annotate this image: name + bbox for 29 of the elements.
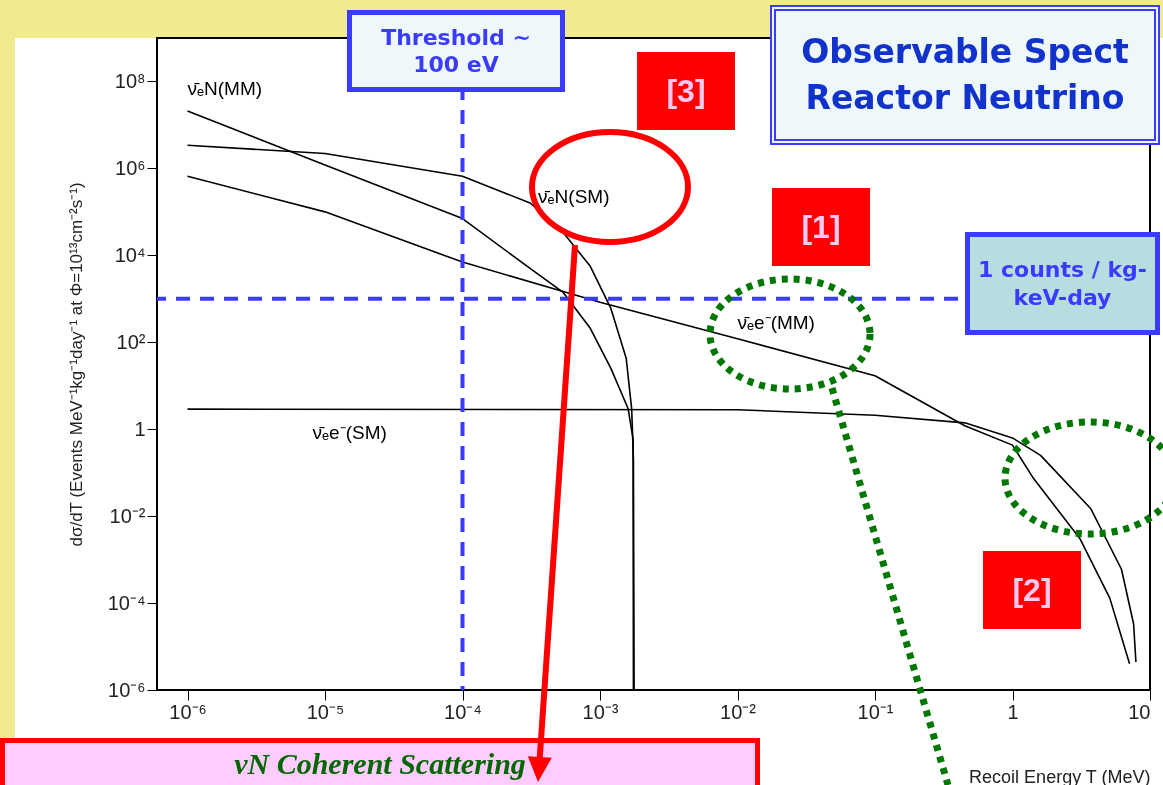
y-tick-label: 10²	[116, 330, 146, 353]
y-tick-label: 10⁸	[114, 69, 146, 92]
series-label: ν̄ₑN(SM)	[538, 185, 610, 207]
x-tick-label: 10⁻⁵	[306, 700, 345, 723]
text: Reactor Neutrino	[805, 77, 1125, 119]
ref-line-label: Threshold ~ 100 eV	[380, 23, 532, 79]
y-tick-label: 10⁻⁴	[107, 591, 146, 614]
y-axis-title: dσ/dT (Events MeV⁻¹kg⁻¹day⁻¹ at Φ=10¹³cm⁻²s⁻¹)	[66, 182, 86, 547]
x-tick-label: 10⁻²	[720, 700, 757, 723]
x-tick-label: 10	[1128, 700, 1151, 723]
series-label: ν̄ₑN(MM)	[187, 77, 263, 99]
annotation: [2]	[1012, 571, 1052, 609]
ref-line-label: 1 counts / kg-keV-day	[978, 256, 1147, 311]
x-tick-label: 10⁻⁶	[169, 700, 207, 723]
x-tick-label: 10⁻³	[582, 700, 619, 723]
annotation: [3]	[666, 72, 706, 110]
series-label: ν̄ₑe⁻(SM)	[312, 422, 387, 444]
x-tick-label: 10⁻⁴	[444, 700, 482, 723]
y-tick-label: 1	[134, 417, 146, 440]
annotation: [1]	[801, 208, 841, 246]
y-tick-label: 10⁶	[115, 156, 146, 179]
y-tick-label: 10⁴	[114, 243, 146, 266]
x-tick-label: 10⁻¹	[857, 700, 894, 723]
chart-title: Observable Spect	[801, 30, 1129, 73]
x-tick-label: 1	[1007, 700, 1019, 723]
y-tick-label: 10⁻⁶	[108, 678, 146, 701]
text: νN Coherent Scattering	[234, 747, 526, 780]
y-tick-label: 10⁻²	[109, 504, 146, 527]
series-label: ν̄ₑe⁻(MM)	[737, 311, 815, 333]
